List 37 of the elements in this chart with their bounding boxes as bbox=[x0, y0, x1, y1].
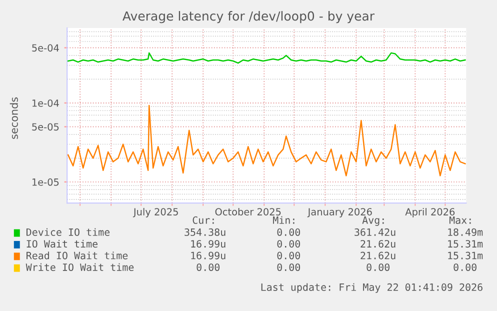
x-tick-label: October 2025 bbox=[215, 208, 281, 216]
text: 21.62u bbox=[360, 240, 396, 248]
text: 0.00 bbox=[277, 240, 300, 248]
text: Min: bbox=[273, 216, 294, 224]
text: 16.99u bbox=[191, 252, 226, 260]
legend-label: Write IO Wait time bbox=[26, 263, 134, 272]
text: Avg: bbox=[362, 216, 384, 226]
text: 0.00 bbox=[454, 263, 476, 272]
text: 18.49m bbox=[448, 228, 483, 236]
y-tick-label: 1e-05 bbox=[32, 178, 59, 186]
text: 21.62u bbox=[360, 252, 396, 260]
text: 361.42u bbox=[354, 228, 396, 236]
text: 16.99u bbox=[191, 240, 226, 248]
text: 0.00 bbox=[196, 263, 220, 272]
text: 354.38u bbox=[184, 228, 226, 236]
text: 15.31m bbox=[448, 240, 483, 248]
text: 0.00 bbox=[277, 263, 300, 272]
legend-label: Read IO Wait time bbox=[26, 252, 128, 260]
text: Max: bbox=[449, 216, 471, 224]
text: 0.00 bbox=[366, 263, 390, 272]
text: 15.31m bbox=[448, 252, 483, 260]
y-axis-title: seconds bbox=[10, 97, 18, 139]
text: Last update: Fri May 22 01:41:09 2026 bbox=[261, 283, 482, 293]
y-tick-label: 5e-04 bbox=[32, 44, 59, 52]
y-tick-label: 1e-04 bbox=[32, 99, 59, 107]
x-tick-label: January 2026 bbox=[307, 208, 372, 218]
text: 0.00 bbox=[277, 228, 300, 236]
x-tick-label: April 2026 bbox=[405, 208, 455, 218]
y-tick-label: 5e-05 bbox=[32, 123, 59, 131]
text: 0.00 bbox=[277, 252, 300, 260]
x-tick-label: July 2025 bbox=[132, 208, 178, 218]
chart-title: Average latency for /dev/loop0 - by year bbox=[122, 11, 375, 24]
legend-label: IO Wait time bbox=[26, 240, 98, 248]
legend-label: Device IO time bbox=[26, 228, 110, 236]
text: Cur: bbox=[192, 216, 214, 224]
line-series bbox=[67, 52, 466, 64]
line-series bbox=[67, 104, 466, 176]
